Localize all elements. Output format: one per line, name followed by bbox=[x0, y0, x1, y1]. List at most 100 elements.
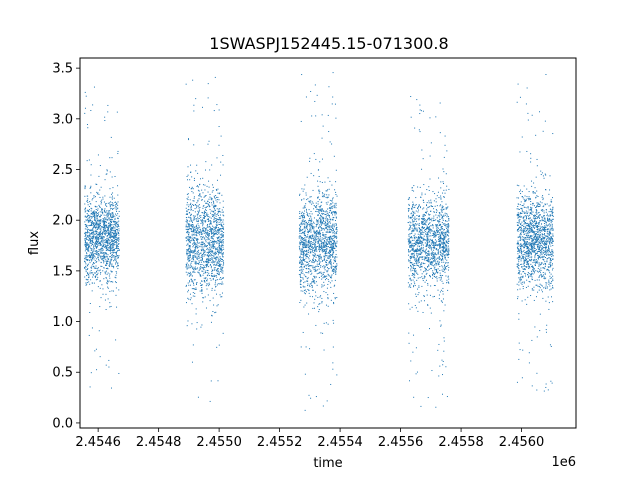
data-point bbox=[313, 257, 315, 259]
data-point bbox=[102, 270, 104, 272]
data-point bbox=[300, 299, 302, 301]
data-point bbox=[201, 280, 203, 282]
data-point bbox=[314, 244, 316, 246]
data-point bbox=[201, 221, 203, 223]
data-point bbox=[103, 230, 105, 232]
data-point bbox=[110, 227, 112, 229]
data-point bbox=[88, 245, 90, 247]
data-point bbox=[200, 252, 202, 254]
data-point bbox=[305, 276, 307, 278]
data-point bbox=[90, 224, 92, 226]
data-point bbox=[216, 219, 218, 221]
data-point bbox=[92, 227, 94, 229]
data-point bbox=[92, 255, 94, 257]
data-point bbox=[322, 222, 324, 224]
data-point bbox=[422, 256, 424, 258]
data-point bbox=[95, 214, 97, 216]
data-point bbox=[102, 227, 104, 229]
data-point bbox=[213, 255, 215, 257]
data-point bbox=[327, 196, 329, 198]
data-point bbox=[299, 302, 301, 303]
data-point bbox=[196, 235, 198, 237]
data-point bbox=[419, 231, 421, 233]
data-point bbox=[319, 240, 321, 242]
data-point bbox=[330, 262, 332, 264]
data-point bbox=[332, 235, 334, 237]
data-point bbox=[208, 241, 210, 243]
data-point bbox=[107, 254, 109, 256]
data-point bbox=[105, 242, 107, 244]
data-point bbox=[102, 232, 104, 234]
data-point bbox=[208, 198, 210, 200]
data-point bbox=[114, 234, 116, 236]
data-point bbox=[444, 192, 446, 194]
data-point bbox=[98, 260, 100, 262]
data-point bbox=[109, 210, 111, 212]
data-point bbox=[98, 330, 100, 332]
data-point bbox=[96, 270, 98, 272]
data-point bbox=[415, 293, 417, 295]
data-point bbox=[208, 272, 210, 274]
data-point bbox=[217, 239, 219, 241]
data-point bbox=[315, 281, 317, 283]
data-point bbox=[216, 231, 218, 233]
data-point bbox=[199, 252, 201, 254]
data-point bbox=[320, 220, 322, 222]
data-point bbox=[423, 275, 425, 277]
data-point bbox=[421, 273, 423, 275]
data-point bbox=[424, 281, 426, 283]
data-point bbox=[93, 222, 95, 224]
data-point bbox=[197, 267, 199, 269]
data-point bbox=[219, 234, 221, 236]
data-point bbox=[322, 239, 324, 241]
data-point bbox=[212, 190, 214, 192]
data-point bbox=[217, 230, 219, 232]
data-point bbox=[319, 231, 321, 233]
data-point bbox=[444, 254, 446, 256]
data-point bbox=[440, 232, 442, 234]
data-point bbox=[118, 247, 120, 249]
data-point bbox=[320, 256, 322, 258]
data-point bbox=[301, 229, 303, 231]
data-point bbox=[85, 231, 87, 233]
data-point bbox=[112, 208, 114, 210]
data-point bbox=[303, 237, 305, 239]
data-point bbox=[306, 249, 308, 251]
data-point bbox=[438, 232, 440, 234]
data-point bbox=[115, 209, 117, 211]
data-point bbox=[310, 248, 312, 250]
data-point bbox=[196, 185, 198, 187]
data-point bbox=[307, 264, 309, 266]
data-point bbox=[199, 274, 201, 276]
data-point bbox=[85, 282, 87, 284]
data-point bbox=[316, 208, 318, 210]
data-point bbox=[323, 265, 325, 267]
data-point bbox=[117, 265, 119, 267]
data-point bbox=[324, 237, 326, 239]
data-point bbox=[101, 247, 103, 249]
data-point bbox=[335, 269, 337, 271]
data-point bbox=[412, 279, 414, 281]
data-point bbox=[308, 200, 310, 202]
data-point bbox=[89, 254, 91, 256]
data-point bbox=[212, 231, 214, 233]
data-point bbox=[86, 160, 88, 162]
data-point bbox=[98, 232, 100, 234]
data-point bbox=[428, 223, 430, 225]
data-point bbox=[109, 205, 111, 207]
data-point bbox=[438, 298, 440, 300]
data-point bbox=[103, 278, 105, 280]
data-point bbox=[117, 231, 119, 233]
data-point bbox=[107, 202, 109, 204]
data-point bbox=[110, 270, 112, 272]
data-point bbox=[299, 235, 301, 237]
data-point bbox=[327, 222, 329, 224]
data-point bbox=[219, 252, 221, 254]
data-point bbox=[212, 245, 214, 247]
data-point bbox=[108, 227, 110, 229]
data-point bbox=[208, 243, 210, 245]
data-point bbox=[188, 298, 190, 300]
data-point bbox=[84, 91, 86, 93]
data-point bbox=[198, 242, 200, 244]
data-point bbox=[108, 236, 110, 238]
